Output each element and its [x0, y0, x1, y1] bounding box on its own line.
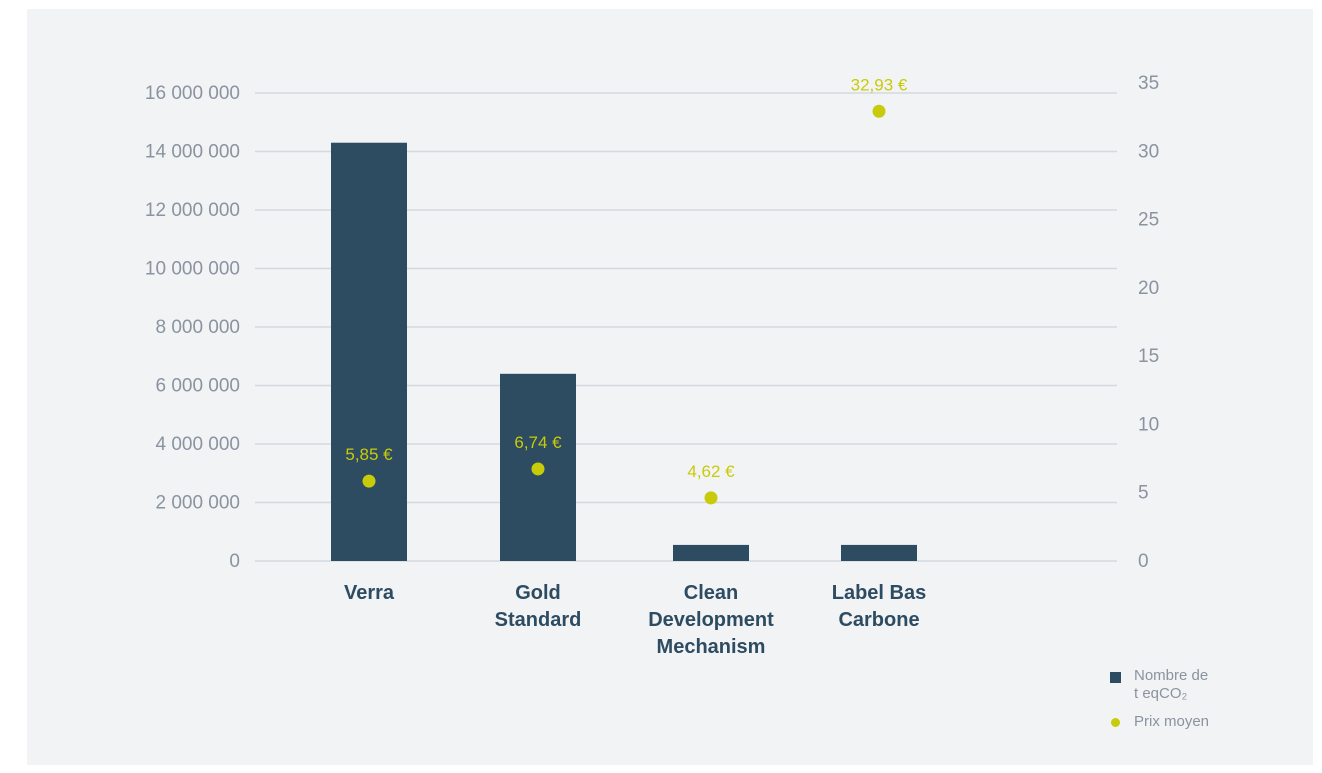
price-point	[362, 474, 376, 488]
y-right-tick-label: 5	[1138, 483, 1149, 504]
y-right-tick-label: 15	[1138, 346, 1159, 367]
x-category-label: Standard	[495, 609, 582, 631]
legend-label-bars: Nombre de t eqCO₂	[1134, 667, 1209, 702]
price-point	[531, 462, 545, 476]
y-left-tick-label: 2 000 000	[155, 493, 240, 514]
y-right-tick-label: 30	[1138, 141, 1159, 162]
y-left-tick-label: 0	[229, 551, 240, 572]
price-data-label: 6,74 €	[514, 433, 562, 452]
legend-label-price: Prix moyen	[1134, 713, 1210, 730]
y-left-tick-label: 8 000 000	[155, 317, 240, 338]
x-category-label: Clean	[684, 582, 738, 604]
y-right-tick-label: 0	[1138, 551, 1149, 572]
legend-swatch-bars	[1110, 672, 1121, 683]
y-left-tick-label: 12 000 000	[145, 200, 240, 221]
y-left-tick-label: 10 000 000	[145, 259, 240, 280]
legend: Nombre de t eqCO₂ Prix moyen	[1110, 667, 1209, 741]
bar	[331, 142, 407, 561]
chart-svg: 0 2 000 000 4 000 000 6 000 000 8 000 000 10 …	[145, 73, 1159, 658]
y-left-tick-label: 14 000 000	[145, 142, 240, 163]
y-right-tick-label: 35	[1138, 73, 1159, 94]
y-right-tick-label: 10	[1138, 414, 1159, 435]
legend-item-price: Prix moyen	[1110, 713, 1209, 731]
price-data-label: 4,62 €	[687, 462, 735, 481]
y-right-tick-label: 25	[1138, 210, 1159, 231]
bar	[673, 544, 749, 561]
x-category-label: Carbone	[838, 609, 919, 631]
x-category-label: Gold	[515, 582, 561, 604]
y-left-tick-label: 16 000 000	[145, 83, 240, 104]
y-right-tick-label: 20	[1138, 278, 1159, 299]
bar	[841, 544, 917, 561]
price-point	[872, 104, 886, 118]
x-category-label: Mechanism	[657, 636, 766, 658]
price-point	[704, 491, 718, 505]
x-category-label: Verra	[344, 582, 395, 604]
legend-item-bars: Nombre de t eqCO₂	[1110, 667, 1209, 703]
y-left-tick-label: 4 000 000	[155, 434, 240, 455]
chart-panel: 0 2 000 000 4 000 000 6 000 000 8 000 000 10 …	[27, 9, 1313, 765]
price-data-label: 5,85 €	[345, 445, 393, 464]
x-category-label: Development	[648, 609, 774, 631]
x-category-label: Label Bas	[832, 582, 926, 604]
y-left-tick-label: 6 000 000	[155, 376, 240, 397]
price-data-label: 32,93 €	[851, 75, 908, 94]
legend-swatch-price	[1111, 718, 1120, 727]
